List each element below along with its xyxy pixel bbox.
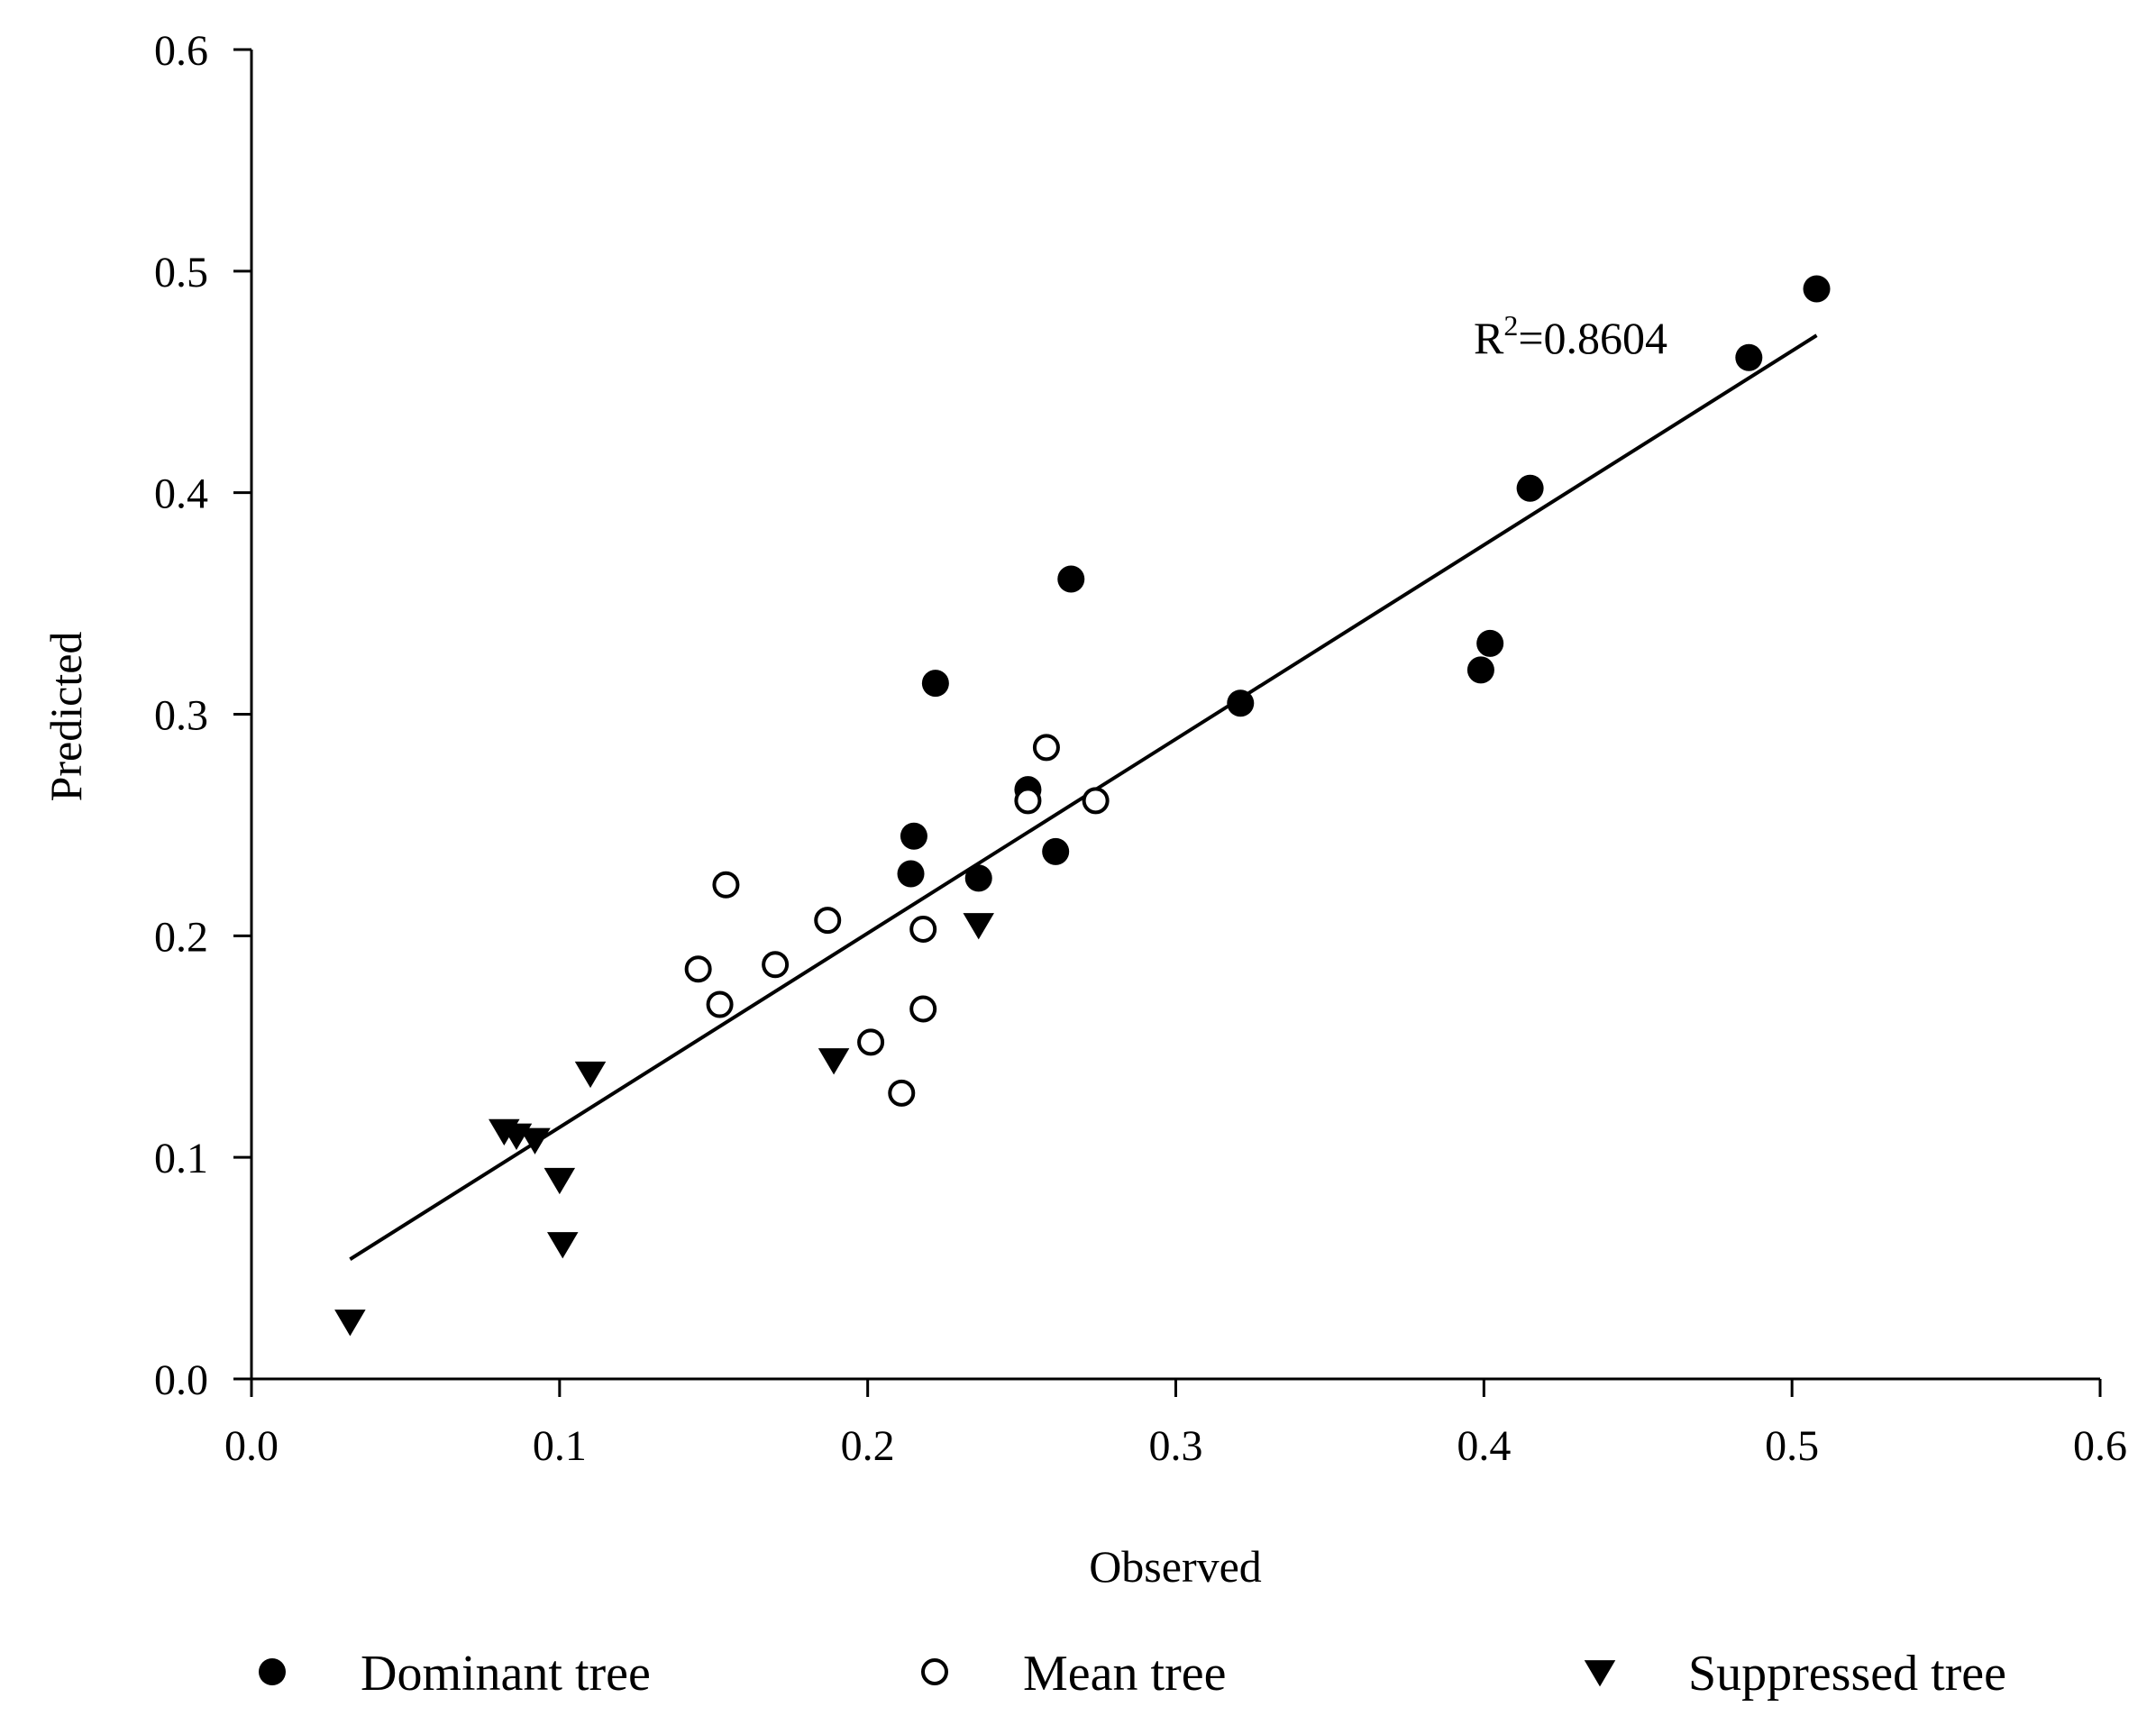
dominant-tree-point [1057, 565, 1085, 593]
dominant-tree-point [1466, 656, 1494, 684]
y-tick-label: 0.6 [154, 27, 208, 75]
suppressed-tree-point [334, 1310, 366, 1337]
x-tick-label: 0.5 [1765, 1422, 1819, 1470]
ticks: 0.0 0.1 0.2 0.3 0.4 0.5 0.6 0.0 0.1 0.2 0.3 0.4 0.5 0… [154, 27, 2127, 1470]
y-tick-label: 0.3 [154, 692, 208, 740]
mean-tree-point [706, 990, 734, 1018]
legend-marker-suppressed-tree [1584, 1660, 1616, 1687]
x-tick-label: 0.1 [533, 1422, 587, 1470]
x-tick-label: 0.6 [2073, 1422, 2127, 1470]
y-tick-label: 0.1 [154, 1135, 208, 1182]
dominant-tree-point [897, 860, 925, 888]
y-axis-title: Predicted [41, 632, 91, 802]
x-tick-label: 0.2 [841, 1422, 895, 1470]
legend-label-suppressed-tree: Suppressed tree [1688, 1646, 2006, 1702]
x-tick-label: 0.3 [1149, 1422, 1203, 1470]
legend-marker-mean-tree [921, 1658, 948, 1685]
dominant-tree-point [1803, 275, 1831, 303]
dominant-tree-point [1042, 837, 1070, 865]
suppressed-tree-point [574, 1061, 607, 1089]
data-points [334, 275, 1831, 1337]
y-tick-label: 0.0 [154, 1356, 208, 1404]
mean-tree-point [1032, 734, 1060, 762]
mean-tree-point [1082, 787, 1110, 815]
suppressed-tree-point [547, 1232, 579, 1259]
legend-label-mean-tree: Mean tree [1023, 1646, 1226, 1702]
dominant-tree-point [1476, 629, 1504, 657]
suppressed-tree-point [519, 1127, 551, 1155]
suppressed-tree-point [544, 1167, 576, 1195]
dominant-tree-point [1735, 343, 1763, 371]
dominant-tree-point [964, 864, 992, 892]
x-tick-label: 0.4 [1457, 1422, 1511, 1470]
legend-label-dominant-tree: Dominant tree [361, 1646, 651, 1702]
mean-tree-point [1014, 787, 1042, 815]
mean-tree-point [909, 995, 937, 1023]
suppressed-tree-point [818, 1048, 850, 1075]
dominant-tree-point [1227, 689, 1255, 717]
legend: Dominant tree Mean tree Suppressed tree [259, 1646, 2006, 1702]
mean-tree-point [814, 907, 842, 935]
dominant-tree-point [921, 670, 949, 698]
y-tick-label: 0.2 [154, 913, 208, 961]
y-tick-label: 0.5 [154, 249, 208, 297]
r-squared-value: =0.8604 [1518, 313, 1667, 363]
x-axis-title: Observed [1089, 1541, 1262, 1592]
mean-tree-point [684, 955, 712, 983]
axes [250, 50, 2100, 1381]
mean-tree-point [909, 915, 937, 943]
dominant-tree-point [900, 822, 927, 850]
x-tick-label: 0.0 [224, 1422, 279, 1470]
suppressed-tree-point [963, 913, 994, 940]
legend-marker-dominant-tree [259, 1658, 286, 1685]
y-tick-label: 0.4 [154, 470, 208, 518]
r-squared-base: R [1474, 313, 1504, 363]
r-squared-annotation: R2=0.8604 [1474, 309, 1667, 363]
mean-tree-point [762, 951, 790, 979]
mean-tree-point [857, 1028, 885, 1056]
mean-tree-point [712, 871, 740, 899]
r-squared-superscript: 2 [1503, 309, 1518, 342]
dominant-tree-point [1516, 474, 1544, 502]
mean-tree-point [888, 1079, 916, 1107]
